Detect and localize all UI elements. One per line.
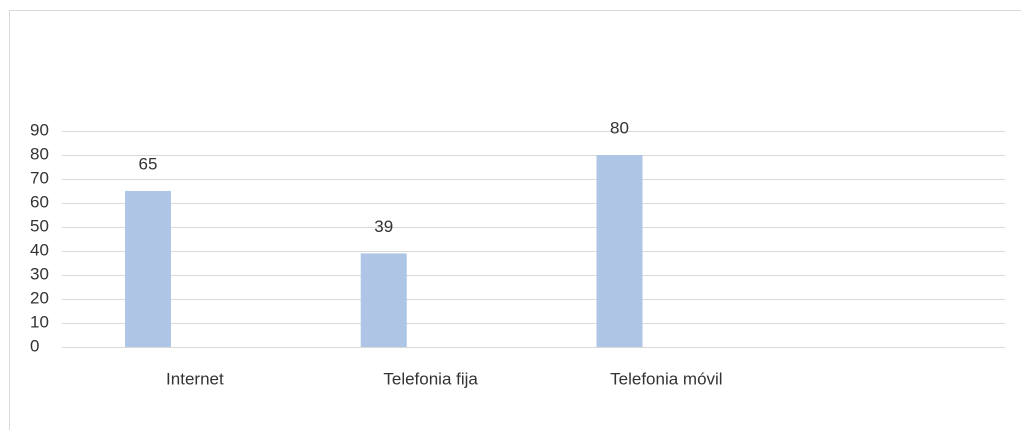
y-tick-label: 70 — [30, 168, 49, 187]
y-tick-label: 40 — [30, 240, 49, 259]
y-tick-label: 0 — [30, 336, 39, 355]
x-tick-label: Telefonia fija — [383, 369, 478, 388]
y-tick-label: 20 — [30, 288, 49, 307]
bar — [596, 155, 643, 347]
y-tick-label: 50 — [30, 216, 49, 235]
data-label: 39 — [374, 217, 393, 236]
bar — [360, 253, 407, 347]
y-tick-label: 10 — [30, 312, 49, 331]
chart-frame — [9, 10, 1021, 430]
y-tick-label: 90 — [30, 120, 49, 139]
x-tick-label: Internet — [166, 369, 224, 388]
x-tick-label: Telefonia móvil — [610, 369, 722, 388]
y-tick-label: 60 — [30, 192, 49, 211]
y-tick-label: 30 — [30, 264, 49, 283]
data-label: 65 — [139, 154, 158, 173]
data-label: 80 — [610, 118, 629, 137]
bar — [125, 191, 171, 347]
y-tick-label: 80 — [30, 144, 49, 163]
